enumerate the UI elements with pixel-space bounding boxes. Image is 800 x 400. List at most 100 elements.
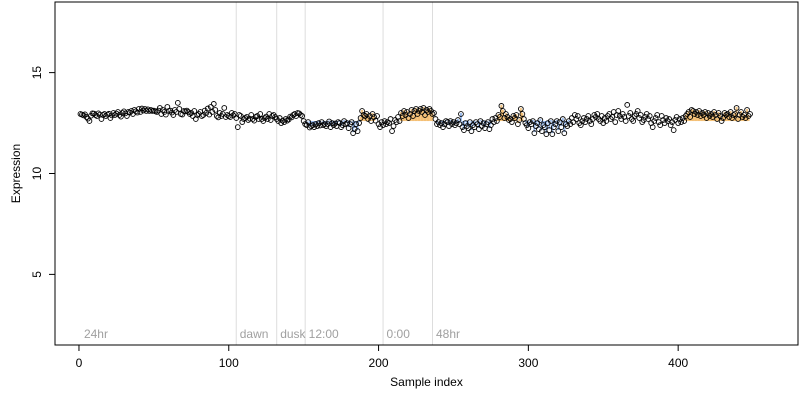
data-point bbox=[465, 125, 472, 131]
data-point bbox=[384, 119, 391, 125]
x-tick-label-400: 400 bbox=[668, 356, 688, 370]
data-point bbox=[528, 121, 535, 127]
data-point bbox=[630, 118, 637, 124]
data-point bbox=[534, 120, 541, 126]
data-point bbox=[417, 106, 424, 112]
data-point bbox=[500, 108, 506, 114]
data-point bbox=[549, 131, 556, 138]
data-point bbox=[360, 112, 367, 118]
x-tick-label-200: 200 bbox=[369, 356, 389, 370]
data-point bbox=[715, 110, 722, 116]
data-point bbox=[374, 113, 380, 119]
data-point bbox=[700, 112, 707, 118]
data-point bbox=[86, 118, 93, 124]
data-point bbox=[610, 109, 617, 115]
data-point bbox=[588, 121, 595, 127]
data-point bbox=[652, 115, 659, 121]
data-point bbox=[513, 112, 520, 118]
data-point bbox=[80, 112, 87, 119]
x-axis: 0 100 200 300 400 bbox=[76, 345, 688, 370]
data-point bbox=[467, 119, 473, 125]
x-tick-label-100: 100 bbox=[219, 356, 239, 370]
annotations: 24hr dawn dusk 12:00 0:00 48hr bbox=[84, 327, 460, 341]
data-point bbox=[255, 116, 262, 122]
y-tick-label-10: 10 bbox=[30, 167, 44, 181]
data-point bbox=[471, 124, 478, 130]
data-point bbox=[525, 125, 532, 131]
data-point bbox=[550, 124, 557, 130]
data-point bbox=[381, 118, 388, 124]
data-point bbox=[645, 116, 652, 122]
annotation-5: 48hr bbox=[436, 327, 460, 341]
data-point bbox=[489, 116, 496, 122]
data-point bbox=[681, 118, 688, 124]
data-point bbox=[503, 111, 509, 117]
data-point bbox=[624, 102, 631, 108]
data-point bbox=[233, 115, 240, 121]
data-point bbox=[570, 119, 577, 125]
data-point bbox=[543, 131, 550, 138]
data-point bbox=[432, 116, 439, 122]
data-point bbox=[183, 107, 190, 114]
data-point bbox=[431, 110, 437, 116]
data-point bbox=[512, 115, 518, 121]
data-point bbox=[369, 111, 376, 117]
data-point bbox=[305, 119, 312, 125]
data-point bbox=[579, 118, 586, 124]
data-point bbox=[622, 118, 629, 124]
data-points bbox=[77, 100, 753, 138]
vertical-reference-lines bbox=[235, 2, 433, 345]
data-point bbox=[609, 114, 616, 120]
data-point bbox=[281, 119, 288, 125]
x-tick-label-300: 300 bbox=[518, 356, 538, 370]
data-point bbox=[239, 119, 246, 125]
data-point bbox=[494, 118, 500, 124]
data-point bbox=[269, 113, 276, 119]
data-point bbox=[726, 114, 732, 120]
data-point bbox=[468, 128, 475, 134]
data-point bbox=[541, 124, 548, 130]
data-point bbox=[519, 111, 526, 117]
data-point bbox=[649, 124, 656, 130]
data-point bbox=[221, 105, 228, 111]
data-point bbox=[357, 115, 364, 121]
data-point bbox=[688, 107, 695, 113]
data-point bbox=[738, 109, 744, 115]
data-point bbox=[619, 111, 626, 117]
data-point bbox=[537, 117, 544, 123]
data-point bbox=[530, 118, 536, 124]
data-point bbox=[498, 103, 505, 109]
data-point bbox=[440, 124, 446, 130]
data-point bbox=[555, 128, 562, 134]
data-point bbox=[531, 130, 538, 136]
data-point bbox=[556, 119, 563, 125]
data-point bbox=[390, 123, 397, 129]
data-point bbox=[237, 113, 244, 119]
data-point bbox=[429, 111, 436, 117]
data-point bbox=[176, 106, 183, 112]
data-point bbox=[210, 101, 217, 107]
x-axis-title: Sample index bbox=[390, 375, 463, 389]
data-point bbox=[509, 119, 515, 125]
data-point bbox=[606, 111, 613, 117]
data-point bbox=[137, 109, 144, 115]
data-point bbox=[637, 112, 644, 118]
data-point bbox=[326, 118, 332, 125]
data-point bbox=[573, 116, 580, 122]
data-point bbox=[261, 115, 268, 121]
data-point bbox=[702, 109, 708, 115]
data-point bbox=[207, 104, 214, 110]
data-point bbox=[693, 109, 699, 115]
data-point bbox=[585, 113, 592, 119]
data-point bbox=[299, 113, 306, 119]
data-point bbox=[179, 111, 186, 118]
data-point bbox=[246, 115, 253, 122]
data-point bbox=[718, 118, 725, 124]
data-point bbox=[154, 109, 160, 115]
data-point bbox=[290, 112, 297, 118]
data-point bbox=[191, 108, 198, 114]
data-point bbox=[533, 123, 539, 129]
data-point bbox=[216, 110, 223, 116]
data-point bbox=[670, 127, 677, 133]
